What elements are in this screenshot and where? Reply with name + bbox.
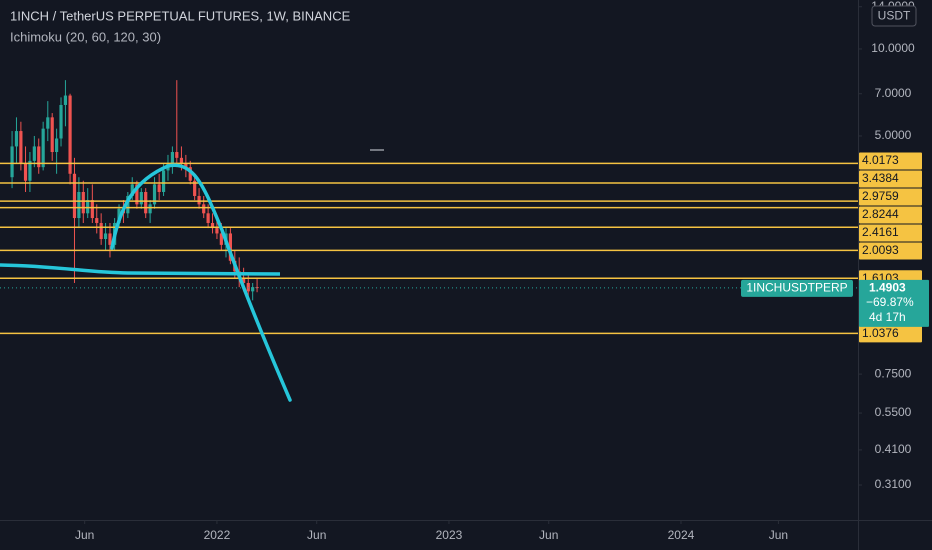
price-tag — [859, 279, 929, 327]
candle-body — [228, 233, 232, 261]
symbol-tag — [741, 279, 853, 297]
candle-body — [46, 117, 50, 129]
y-tick-label: 5.0000 — [875, 128, 912, 142]
candle-body — [175, 152, 179, 158]
y-tick-label: 0.3100 — [875, 477, 912, 491]
candle-body — [215, 228, 219, 234]
candle-body — [144, 191, 148, 214]
y-tick-label: 0.7500 — [875, 366, 912, 380]
candle-body — [99, 222, 103, 240]
candle-body — [63, 95, 68, 105]
x-tick-label: Jun — [539, 528, 558, 542]
drawn-baseline — [0, 263, 281, 276]
candle-body — [202, 204, 206, 214]
candle-body — [148, 204, 152, 214]
candle-body — [10, 146, 14, 178]
level-label: 3.4384 — [862, 171, 899, 185]
candle-body — [37, 146, 41, 168]
candle-body — [251, 287, 255, 292]
x-tick-label: 2024 — [668, 528, 695, 542]
price-tag-value: 1.4903 — [869, 281, 906, 295]
level-label: 4.0173 — [862, 153, 899, 167]
candle-body — [23, 163, 28, 181]
candle-body — [126, 195, 130, 214]
level-label-box — [859, 206, 922, 224]
candle-body — [41, 128, 45, 168]
candle-body — [81, 191, 85, 214]
candle-body — [246, 282, 250, 292]
y-tick-label: 0.4100 — [875, 442, 912, 456]
candle-body — [242, 278, 246, 283]
candle-body — [161, 170, 166, 192]
candle-body — [103, 233, 108, 240]
candle-body — [184, 163, 188, 168]
drawn-curve — [110, 163, 292, 402]
candle-body — [72, 173, 77, 219]
candle-body — [55, 138, 59, 153]
level-label: 2.4161 — [862, 225, 899, 239]
candle-body — [59, 104, 63, 139]
level-label-box — [859, 170, 922, 188]
candle-body — [206, 213, 210, 223]
candle-body — [170, 152, 174, 164]
level-label-box — [859, 242, 922, 260]
level-label: 1.0376 — [862, 326, 899, 340]
candle-body — [219, 233, 223, 245]
candle-body — [130, 184, 134, 196]
indicator-label: Ichimoku (20, 60, 120, 30) — [10, 29, 161, 44]
level-label: 2.8244 — [862, 207, 899, 221]
price-tag-change: −69.87% — [866, 295, 914, 309]
candle-body — [108, 233, 112, 245]
candle-body — [95, 218, 99, 223]
plot-area — [0, 80, 858, 335]
candle-body — [188, 167, 192, 181]
candle-body — [152, 184, 157, 205]
level-label-box — [859, 152, 922, 170]
level-label-box — [859, 188, 922, 206]
currency-badge[interactable] — [871, 5, 917, 27]
y-tick-label: 7.0000 — [875, 86, 912, 100]
candle-body — [77, 191, 81, 219]
candle-body — [90, 200, 94, 219]
x-tick-label: Jun — [769, 528, 788, 542]
candle-body — [179, 157, 184, 164]
x-tick-label: 2022 — [204, 528, 231, 542]
candle-body — [210, 222, 215, 229]
symbol-tag-label: 1INCHUSDTPERP — [746, 281, 847, 295]
x-tick-label: Jun — [307, 528, 326, 542]
candle-body — [139, 191, 143, 205]
y-tick-label: 10.0000 — [871, 41, 915, 55]
candle-body — [157, 184, 161, 192]
candle-body — [86, 200, 90, 214]
level-label: 2.9759 — [862, 189, 899, 203]
symbol-title: 1INCH / TetherUS PERPETUAL FUTURES, 1W, … — [10, 8, 351, 23]
price-tag-countdown: 4d 17h — [869, 310, 906, 324]
candle-body — [68, 95, 72, 174]
level-label-box — [859, 224, 922, 242]
currency-label[interactable]: USDT — [878, 9, 911, 23]
candle-body — [50, 117, 54, 153]
x-tick-label: Jun — [75, 528, 94, 542]
level-label: 2.0093 — [862, 243, 899, 257]
x-tick-label: 2023 — [436, 528, 463, 542]
candle-body — [193, 180, 197, 196]
candle-body — [135, 184, 139, 205]
candle-body — [255, 287, 259, 289]
candle-body — [14, 131, 19, 147]
y-tick-label: 0.5500 — [875, 405, 912, 419]
candle-body — [197, 195, 201, 205]
candle-body — [28, 160, 32, 181]
candle-body — [32, 146, 36, 161]
level-label-box — [859, 325, 922, 343]
candle-body — [19, 131, 23, 164]
